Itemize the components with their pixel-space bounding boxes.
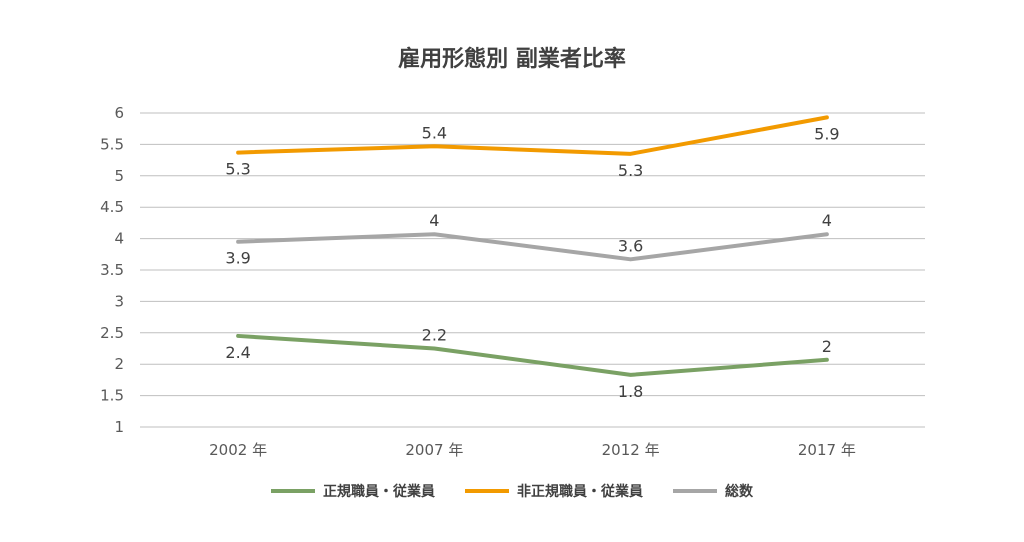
y-tick-label: 1.5 [100,387,124,405]
legend-label: 総数 [725,483,754,500]
legend-item: 総数 [673,483,754,500]
y-tick-label: 3.5 [100,261,124,279]
series-line [236,333,829,377]
legend-item: 非正規職員・従業員 [465,483,643,500]
series-line [236,232,829,262]
data-label: 1.8 [618,382,643,401]
data-label: 3.6 [618,236,643,255]
legend-label: 正規職員・従業員 [323,483,435,500]
data-label: 4 [429,211,439,230]
data-label: 4 [822,211,832,230]
y-tick-label: 1 [114,418,124,436]
x-tick-label: 2017 年 [798,441,856,459]
gridlines [140,112,925,428]
y-tick-label: 4 [114,230,124,248]
data-label: 2.4 [225,343,250,362]
y-tick-label: 5 [114,167,124,185]
data-label: 5.9 [814,124,839,143]
chart-title: 雇用形態別 副業者比率 [398,46,626,72]
data-label: 3.9 [225,249,250,268]
x-tick-label: 2007 年 [405,441,463,459]
data-label: 2.2 [422,326,447,345]
y-tick-label: 2 [114,355,124,373]
data-labels: 2.4 2.2 1.8 2 5.3 5.4 5.3 5.9 3.9 4 3.6 4 [225,123,839,401]
legend-label: 非正規職員・従業員 [517,483,643,500]
x-tick-label: 2002 年 [209,441,267,459]
y-tick-label: 2.5 [100,324,124,342]
series-line [236,115,829,156]
data-label: 5.3 [618,161,643,180]
x-axis-ticks: 2002 年 2007 年 2012 年 2017 年 [209,441,856,459]
data-label: 5.3 [225,160,250,179]
y-tick-label: 6 [114,104,124,122]
y-tick-label: 4.5 [100,198,124,216]
y-tick-label: 3 [114,292,124,310]
data-label: 2 [822,337,832,356]
y-axis-ticks: 1 1.5 2 2.5 3 3.5 4 4.5 5 5.5 6 [100,104,124,436]
legend: 正規職員・従業員 非正規職員・従業員 総数 [271,483,754,500]
x-tick-label: 2012 年 [602,441,660,459]
y-tick-label: 5.5 [100,135,124,153]
legend-item: 正規職員・従業員 [271,483,435,500]
series-lines [236,115,829,377]
data-label: 5.4 [422,123,447,142]
